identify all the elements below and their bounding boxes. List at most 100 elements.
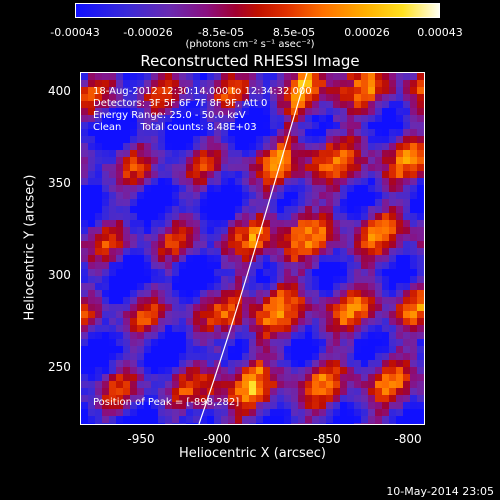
image-pixel (242, 206, 249, 213)
image-pixel (158, 416, 165, 423)
image-pixel (186, 409, 193, 416)
image-pixel (347, 374, 354, 381)
image-pixel (361, 220, 368, 227)
image-pixel (368, 248, 375, 255)
image-pixel (221, 157, 228, 164)
image-pixel (277, 360, 284, 367)
image-pixel (333, 332, 340, 339)
image-pixel (214, 227, 221, 234)
image-pixel (333, 374, 340, 381)
image-pixel (102, 423, 109, 424)
image-pixel (298, 388, 305, 395)
image-pixel (249, 353, 256, 360)
image-pixel (193, 171, 200, 178)
image-pixel (291, 318, 298, 325)
image-pixel (123, 150, 130, 157)
image-pixel (172, 227, 179, 234)
image-pixel (221, 353, 228, 360)
image-pixel (403, 234, 410, 241)
image-pixel (326, 346, 333, 353)
image-pixel (123, 395, 130, 402)
image-pixel (333, 360, 340, 367)
image-pixel (389, 108, 396, 115)
image-pixel (88, 206, 95, 213)
image-pixel (207, 143, 214, 150)
image-pixel (354, 73, 361, 80)
image-pixel (214, 87, 221, 94)
image-pixel (102, 402, 109, 409)
image-pixel (319, 339, 326, 346)
image-pixel (396, 269, 403, 276)
image-pixel (81, 325, 88, 332)
image-pixel (186, 311, 193, 318)
image-pixel (123, 374, 130, 381)
image-pixel (221, 297, 228, 304)
image-pixel (333, 73, 340, 80)
image-pixel (298, 283, 305, 290)
image-pixel (200, 213, 207, 220)
image-pixel (270, 325, 277, 332)
image-pixel (179, 353, 186, 360)
image-pixel (81, 234, 88, 241)
image-pixel (396, 395, 403, 402)
image-pixel (333, 304, 340, 311)
image-pixel (214, 276, 221, 283)
image-pixel (417, 248, 424, 255)
image-pixel (228, 164, 235, 171)
image-pixel (368, 199, 375, 206)
image-pixel (130, 367, 137, 374)
image-pixel (249, 381, 256, 388)
image-pixel (305, 367, 312, 374)
image-pixel (284, 185, 291, 192)
image-pixel (165, 157, 172, 164)
image-pixel (403, 262, 410, 269)
image-pixel (207, 255, 214, 262)
image-pixel (193, 297, 200, 304)
image-pixel (305, 143, 312, 150)
image-pixel (137, 192, 144, 199)
image-pixel (130, 423, 137, 424)
image-pixel (186, 185, 193, 192)
image-pixel (249, 402, 256, 409)
image-pixel (375, 311, 382, 318)
image-pixel (193, 115, 200, 122)
image-pixel (228, 311, 235, 318)
image-pixel (81, 297, 88, 304)
image-pixel (214, 262, 221, 269)
image-pixel (354, 213, 361, 220)
image-pixel (284, 206, 291, 213)
image-pixel (284, 318, 291, 325)
image-pixel (382, 157, 389, 164)
image-pixel (95, 360, 102, 367)
image-pixel (109, 80, 116, 87)
image-pixel (361, 199, 368, 206)
image-pixel (284, 276, 291, 283)
image-pixel (277, 395, 284, 402)
image-pixel (88, 311, 95, 318)
image-pixel (256, 339, 263, 346)
image-pixel (389, 206, 396, 213)
image-pixel (221, 213, 228, 220)
image-pixel (95, 220, 102, 227)
image-pixel (396, 367, 403, 374)
image-pixel (249, 374, 256, 381)
image-pixel (165, 122, 172, 129)
image-pixel (326, 374, 333, 381)
image-pixel (151, 367, 158, 374)
image-pixel (81, 171, 88, 178)
image-pixel (382, 311, 389, 318)
image-pixel (305, 339, 312, 346)
image-pixel (305, 129, 312, 136)
image-pixel (347, 87, 354, 94)
image-pixel (277, 269, 284, 276)
image-pixel (396, 122, 403, 129)
image-pixel (158, 255, 165, 262)
image-pixel (333, 395, 340, 402)
image-pixel (284, 360, 291, 367)
image-pixel (249, 262, 256, 269)
image-pixel (165, 101, 172, 108)
image-pixel (347, 269, 354, 276)
image-pixel (123, 80, 130, 87)
image-pixel (417, 115, 424, 122)
image-pixel (165, 262, 172, 269)
